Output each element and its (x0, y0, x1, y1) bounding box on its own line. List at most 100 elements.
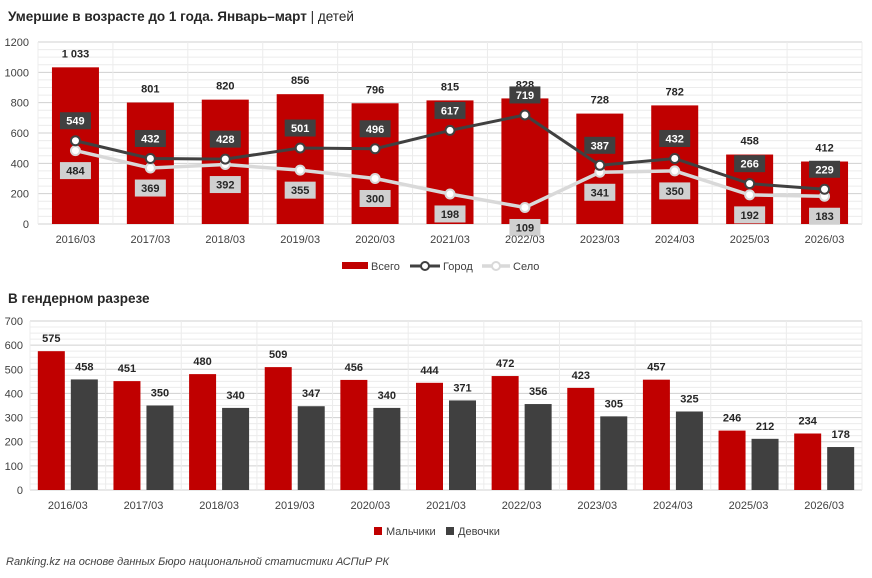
data-label-girls: 458 (75, 361, 93, 373)
data-label-total: 458 (740, 136, 758, 148)
data-label-city-box (659, 129, 691, 147)
data-label-rural-box (134, 179, 166, 197)
point-rural (744, 189, 756, 201)
bar-girls (751, 438, 779, 490)
y-tick-label: 300 (5, 413, 23, 425)
y-tick-label: 600 (11, 128, 29, 140)
data-label-girls: 356 (529, 386, 547, 398)
data-label-total: 782 (666, 86, 684, 98)
data-label-rural-box (359, 190, 391, 207)
data-label-rural-box (434, 205, 466, 223)
point-city (819, 183, 831, 195)
data-label-rural-box (59, 162, 91, 180)
x-tick-label: 2021/03 (426, 500, 466, 512)
point-city (369, 143, 381, 155)
x-tick-label: 2022/03 (502, 500, 542, 512)
x-tick-label: 2026/03 (805, 234, 845, 246)
x-tick-label: 2022/03 (505, 234, 545, 246)
data-label-city: 229 (815, 164, 833, 176)
data-label-rural: 369 (141, 183, 159, 195)
bar-boys (642, 379, 670, 490)
data-label-rural: 198 (441, 209, 459, 221)
data-label-total: 728 (591, 95, 609, 107)
data-label-city-box (434, 101, 466, 119)
bar-girls (675, 411, 703, 490)
data-label-city: 549 (66, 116, 84, 128)
x-tick-label: 2018/03 (205, 234, 245, 246)
point-rural (294, 164, 306, 176)
x-tick-label: 2023/03 (580, 234, 620, 246)
data-label-rural: 355 (291, 185, 309, 197)
bar-boys (113, 381, 141, 490)
data-label-boys: 480 (193, 356, 211, 368)
data-label-total: 801 (141, 84, 159, 96)
y-tick-label: 0 (23, 219, 29, 231)
legend-swatch-girls (446, 527, 454, 535)
point-rural (519, 201, 531, 213)
legend-marker-rural (491, 261, 501, 271)
data-label-total: 1 033 (62, 48, 90, 60)
bar-girls (827, 447, 855, 490)
legend-label-girls: Девочки (458, 526, 500, 538)
data-label-boys: 575 (42, 333, 60, 345)
y-tick-label: 200 (11, 189, 29, 201)
bar-girls (222, 407, 250, 490)
x-tick-label: 2017/03 (124, 500, 164, 512)
data-label-total: 796 (366, 84, 384, 96)
bar-boys (264, 367, 292, 490)
data-label-girls: 325 (680, 394, 698, 406)
gender-chart: 0 100 200 300 400 500 600 700 575 451 480 509 456 444… (5, 316, 863, 538)
x-tick-label: 2023/03 (577, 500, 617, 512)
data-label-boys: 423 (572, 370, 590, 382)
y-tick-label: 400 (11, 158, 29, 170)
data-label-city: 501 (291, 123, 309, 135)
data-label-boys: 451 (118, 363, 136, 375)
bar-boys (37, 351, 65, 490)
x-tick-label: 2018/03 (199, 500, 239, 512)
x-tick-label: 2020/03 (350, 500, 390, 512)
legend-label-boys: Мальчики (386, 526, 436, 538)
x-tick-label: 2017/03 (130, 234, 170, 246)
point-rural (669, 165, 681, 177)
y-tick-label: 700 (5, 316, 23, 328)
data-label-rural-box (659, 182, 691, 200)
data-label-girls: 340 (226, 390, 244, 402)
point-city (744, 178, 756, 190)
data-label-total: 856 (291, 75, 309, 87)
data-label-boys: 456 (345, 362, 363, 374)
data-label-rural: 109 (516, 222, 534, 234)
x-tick-label: 2026/03 (804, 500, 844, 512)
point-city (294, 142, 306, 154)
bar-boys (340, 379, 368, 490)
bar-girls (146, 405, 174, 490)
point-rural (444, 188, 456, 200)
data-label-city: 266 (740, 159, 758, 171)
data-label-city: 617 (441, 105, 459, 117)
data-label-city-box (809, 160, 841, 178)
legend-label-rural: Село (513, 261, 539, 273)
data-label-boys: 234 (799, 416, 818, 428)
point-city (144, 152, 156, 164)
bar-girls (600, 416, 628, 490)
chart-title-main: Умершие в возрасте до 1 года. Январь–мар… (8, 9, 307, 24)
data-label-girls: 347 (302, 388, 320, 400)
x-tick-label: 2016/03 (48, 500, 88, 512)
legend-label-city: Город (443, 261, 473, 273)
data-label-rural: 350 (666, 186, 684, 198)
data-label-girls: 371 (453, 382, 471, 394)
data-label-city-box (134, 129, 166, 147)
point-city (444, 124, 456, 136)
data-label-city-box (59, 112, 91, 130)
data-label-city: 387 (591, 140, 609, 152)
data-label-rural-box (509, 218, 541, 236)
data-label-boys: 444 (420, 365, 439, 377)
point-city (669, 152, 681, 164)
point-city (69, 135, 81, 147)
data-label-boys: 246 (723, 413, 741, 425)
data-label-rural: 183 (815, 211, 833, 223)
data-label-rural: 192 (740, 210, 758, 222)
bar-total (276, 94, 324, 224)
bar-girls (373, 407, 401, 490)
gender-chart-title: В гендерном разрезе (8, 291, 150, 306)
source-note: Ranking.kz на основе данных Бюро национа… (6, 556, 389, 568)
